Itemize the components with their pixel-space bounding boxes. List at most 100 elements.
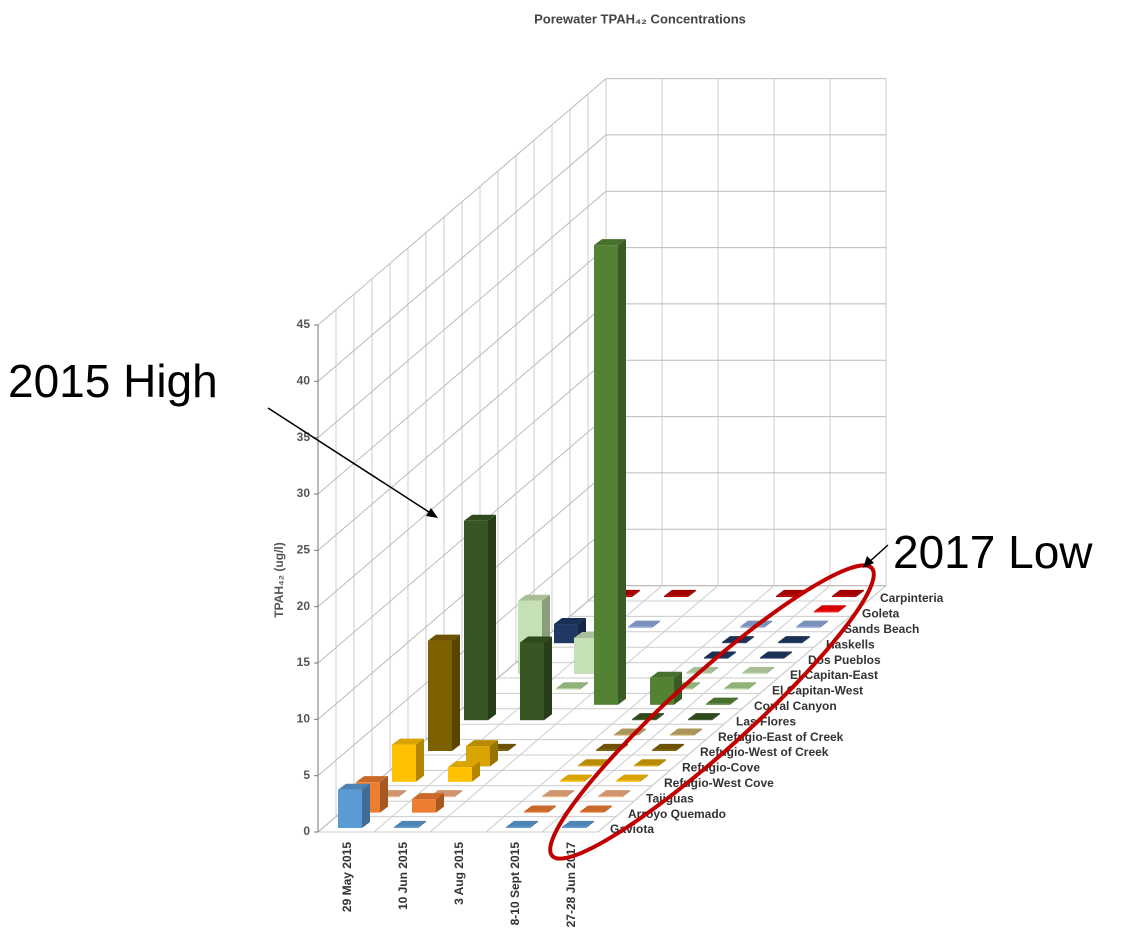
bar-top [554, 618, 586, 625]
y-tick-label: 10 [297, 712, 311, 726]
bar-side [838, 605, 846, 613]
bar-top [560, 774, 592, 781]
bar [632, 719, 656, 721]
bar-side [652, 620, 660, 628]
bar-top [580, 805, 612, 812]
bar-top [562, 820, 594, 827]
series-label: Corral Canyon [754, 699, 837, 713]
bar-side [730, 697, 738, 705]
grid-line [317, 416, 607, 664]
y-tick-label: 35 [297, 430, 311, 444]
bar-side [548, 805, 556, 813]
bar-side [688, 589, 696, 597]
bar-side [362, 783, 370, 828]
bar-side [530, 820, 538, 828]
bar [578, 765, 602, 767]
bar-side [544, 636, 552, 721]
bar-top [518, 594, 550, 601]
series-label: Refugio-West of Creek [700, 745, 829, 759]
series-label: Dos Pueblos [808, 653, 881, 667]
bar-top [628, 620, 660, 627]
bar [742, 672, 766, 674]
bar-side [584, 774, 592, 782]
bar [796, 626, 820, 628]
bar-top [520, 636, 552, 643]
arrow-head [863, 556, 874, 568]
bar-side [380, 776, 388, 813]
bar [542, 796, 566, 798]
bar-side [416, 738, 424, 782]
bars [338, 239, 864, 828]
bar [448, 767, 472, 782]
bar-top [338, 783, 370, 790]
bar [394, 826, 418, 828]
grid-line [317, 247, 607, 495]
bar-side [488, 514, 496, 721]
bar-side [728, 651, 736, 659]
bar [392, 744, 416, 782]
series-label: Carpinteria [880, 591, 944, 605]
bar [814, 611, 838, 613]
bar-side [580, 682, 588, 690]
y-tick-label: 45 [297, 317, 311, 331]
bar [616, 780, 640, 782]
bar-side [618, 239, 626, 705]
bar [614, 734, 638, 736]
grid-line [317, 134, 607, 382]
floor-line [485, 585, 775, 833]
series-label: Las Flores [736, 714, 796, 728]
bar-side [694, 728, 702, 736]
bar-side [748, 682, 756, 690]
bar [634, 765, 658, 767]
grid-line [317, 78, 607, 326]
highlight-ellipse [548, 563, 876, 861]
series-label: Sands Beach [844, 622, 919, 636]
bar-top [466, 740, 498, 747]
bar-side [638, 728, 646, 736]
grid-line [317, 528, 607, 777]
bar [596, 749, 620, 751]
bar-top [506, 820, 538, 827]
arrow-head [426, 508, 438, 518]
bar-side [710, 666, 718, 674]
bar [778, 642, 802, 644]
series-label: Haskells [826, 637, 875, 651]
bar-side [676, 743, 684, 751]
bar [562, 826, 586, 828]
bar-side [856, 589, 864, 597]
bar-top [634, 759, 666, 766]
bar [580, 811, 604, 813]
bar-top [594, 239, 626, 246]
bar [506, 826, 530, 828]
bar-side [566, 790, 574, 798]
annotation-arrow [267, 407, 433, 515]
bar-side [472, 761, 480, 782]
bar [556, 688, 580, 690]
y-tick-label: 40 [297, 374, 311, 388]
bar-side [398, 790, 406, 798]
bar-top [652, 743, 684, 750]
bar-top [524, 805, 556, 812]
bar-side [418, 820, 426, 828]
bar [688, 719, 712, 721]
bar-side [622, 790, 630, 798]
y-tick-label: 30 [297, 486, 311, 500]
bar-top [778, 636, 810, 643]
bar-top [670, 728, 702, 735]
bar-top [814, 605, 846, 612]
bar-side [656, 713, 664, 721]
bar-top [688, 713, 720, 720]
x-tick-label: 8-10 Sept 2015 [508, 842, 522, 926]
bar-top [664, 589, 696, 596]
bar [760, 657, 784, 659]
bar [554, 624, 578, 644]
grid-line [317, 359, 607, 608]
bar-side [436, 793, 444, 813]
bar-side [692, 682, 700, 690]
bar-side [632, 589, 640, 597]
bar [464, 520, 488, 721]
bar-side [454, 790, 462, 798]
annotation: 2017 Low [893, 526, 1093, 578]
bar [598, 796, 622, 798]
